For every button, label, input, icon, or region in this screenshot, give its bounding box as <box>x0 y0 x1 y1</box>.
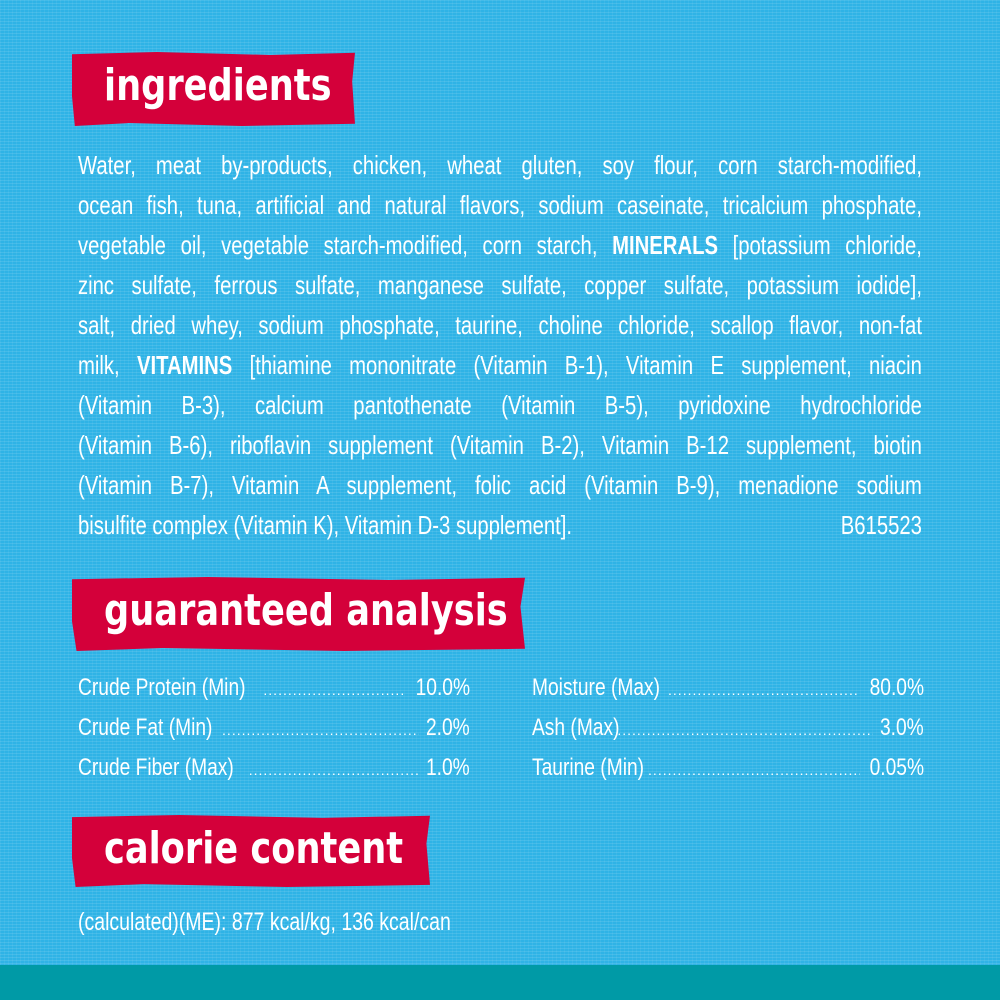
ingredient-line: (Vitamin B-6), riboflavin supplement (Vi… <box>78 425 922 465</box>
analysis-value: 0.05% <box>869 754 924 781</box>
analysis-value: 1.0% <box>426 754 470 781</box>
ingredient-text: zinc sulfate, ferrous sulfate, manganese… <box>78 270 922 300</box>
analysis-banner: guaranteed analysis <box>72 577 525 651</box>
ingredient-line: salt, dried whey, sodium phosphate, taur… <box>78 305 922 345</box>
leader-dots: ........................................… <box>617 722 873 738</box>
analysis-row: Crude Protein (Min).....................… <box>78 668 470 708</box>
calorie-banner: calorie content <box>72 815 430 887</box>
analysis-row: Crude Fiber (Max).......................… <box>78 748 470 788</box>
analysis-left-column: Crude Protein (Min).....................… <box>78 668 470 788</box>
ingredient-text: [potassium chloride, <box>718 230 922 260</box>
bold-category: VITAMINS <box>136 350 233 380</box>
ingredients-banner: ingredients <box>72 52 355 126</box>
ingredient-line: (Vitamin B-7), Vitamin A supplement, fol… <box>78 465 922 505</box>
ingredients-heading: ingredients <box>104 60 332 111</box>
ingredient-line: Water, meat by-products, chicken, wheat … <box>78 145 922 185</box>
analysis-row: Moisture (Max)..........................… <box>532 668 924 708</box>
leader-dots: ........................................… <box>222 722 419 738</box>
analysis-label: Crude Fat (Min) <box>78 714 213 741</box>
analysis-right-column: Moisture (Max)..........................… <box>532 668 924 788</box>
ingredient-text: ocean fish, tuna, artificial and natural… <box>78 190 922 220</box>
analysis-label: Moisture (Max) <box>532 674 661 701</box>
calorie-text: (calculated)(ME): 877 kcal/kg, 136 kcal/… <box>78 908 451 936</box>
analysis-value: 3.0% <box>880 714 924 741</box>
product-code: B615523 <box>840 510 922 540</box>
leader-dots: ........................................… <box>263 682 406 698</box>
ingredient-line: milk, VITAMINS [thiamine mononitrate (Vi… <box>78 345 922 385</box>
analysis-label: Ash (Max) <box>532 714 620 741</box>
leader-dots: ........................................… <box>648 762 860 778</box>
ingredient-text: milk, <box>78 350 137 380</box>
ingredient-text: (Vitamin B-3), calcium pantothenate (Vit… <box>78 390 922 420</box>
analysis-row: Taurine (Min)...........................… <box>532 748 924 788</box>
analysis-value: 10.0% <box>415 674 470 701</box>
ingredient-text: (Vitamin B-6), riboflavin supplement (Vi… <box>78 430 922 460</box>
leader-dots: ........................................… <box>248 762 420 778</box>
ingredient-text: Water, meat by-products, chicken, wheat … <box>78 150 922 180</box>
leader-dots: ........................................… <box>668 682 860 698</box>
ingredient-line: ocean fish, tuna, artificial and natural… <box>78 185 922 225</box>
ingredient-line: vegetable oil, vegetable starch-modified… <box>78 225 922 265</box>
analysis-label: Crude Fiber (Max) <box>78 754 234 781</box>
bold-category: MINERALS <box>612 230 719 260</box>
ingredient-text: bisulfite complex (Vitamin K), Vitamin D… <box>78 510 573 540</box>
analysis-row: Crude Fat (Min).........................… <box>78 708 470 748</box>
bottom-strip <box>0 965 1000 1000</box>
ingredient-line: bisulfite complex (Vitamin K), Vitamin D… <box>78 505 922 545</box>
ingredient-line: zinc sulfate, ferrous sulfate, manganese… <box>78 265 922 305</box>
analysis-heading: guaranteed analysis <box>104 585 508 636</box>
analysis-label: Taurine (Min) <box>532 754 645 781</box>
ingredient-text: (Vitamin B-7), Vitamin A supplement, fol… <box>78 470 922 500</box>
ingredient-line: (Vitamin B-3), calcium pantothenate (Vit… <box>78 385 922 425</box>
ingredients-text: Water, meat by-products, chicken, wheat … <box>78 145 922 545</box>
analysis-value: 2.0% <box>426 714 470 741</box>
analysis-row: Ash (Max)...............................… <box>532 708 924 748</box>
ingredient-text: vegetable oil, vegetable starch-modified… <box>78 230 613 260</box>
ingredient-text: salt, dried whey, sodium phosphate, taur… <box>78 310 922 340</box>
analysis-label: Crude Protein (Min) <box>78 674 246 701</box>
analysis-value: 80.0% <box>869 674 924 701</box>
ingredient-text: [thiamine mononitrate (Vitamin B-1), Vit… <box>232 350 922 380</box>
calorie-heading: calorie content <box>104 823 404 874</box>
